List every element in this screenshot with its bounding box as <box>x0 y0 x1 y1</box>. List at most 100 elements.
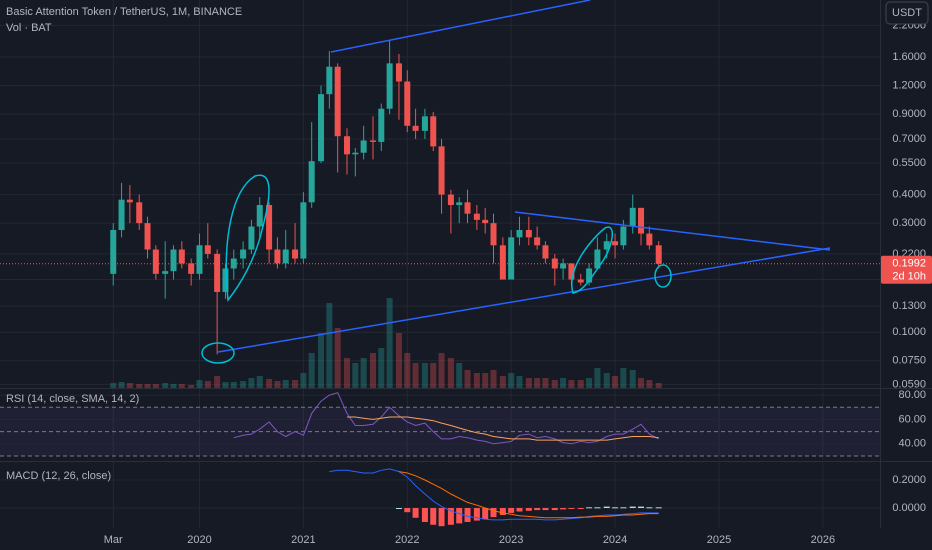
histogram-bar <box>551 508 558 511</box>
y-tick-label: 0.1300 <box>892 300 926 312</box>
candle-body <box>568 263 575 280</box>
volume-bar <box>378 348 385 388</box>
volume-bar <box>240 381 247 388</box>
candle-body <box>248 226 255 250</box>
candle-body <box>542 245 549 259</box>
volume-bar <box>430 363 437 388</box>
candle-body <box>300 202 307 259</box>
candle-body <box>144 223 151 250</box>
volume-bar <box>292 380 299 388</box>
candle-body <box>204 245 211 254</box>
candle-body <box>534 237 541 246</box>
circle-annotation <box>201 342 235 364</box>
candle-body <box>404 81 411 126</box>
histogram-bar <box>542 508 549 511</box>
candle-body <box>646 233 653 246</box>
candle-body <box>395 63 402 82</box>
panes <box>0 0 932 528</box>
x-tick-label: 2022 <box>395 534 419 546</box>
volume-bar <box>344 358 351 388</box>
band-fill <box>0 407 880 456</box>
candle-body <box>638 207 645 234</box>
candle-body <box>214 253 221 292</box>
volume-bar <box>352 363 359 388</box>
candle-body <box>655 245 662 264</box>
volume-bar <box>395 333 402 388</box>
volume-bar <box>152 384 159 388</box>
volume-bar <box>170 384 177 388</box>
histogram-bar <box>430 508 437 525</box>
x-tick-label: 2026 <box>811 534 835 546</box>
y-tick-label: 40.00 <box>898 438 926 450</box>
candle-body <box>412 125 419 131</box>
histogram-bar <box>577 508 584 510</box>
volume-bar <box>334 328 341 388</box>
volume-bar <box>118 382 125 388</box>
candle-body <box>292 249 299 259</box>
candle-body <box>430 116 437 147</box>
candle-body <box>162 271 169 274</box>
volume-bar <box>412 363 419 388</box>
volume-bar <box>525 378 532 388</box>
candle-body <box>421 116 428 131</box>
volume-bar <box>421 363 428 388</box>
volume-bar <box>508 373 515 388</box>
trend-line <box>217 247 831 353</box>
candle-body <box>612 241 619 246</box>
histogram-bar <box>404 508 411 513</box>
volume-bar <box>274 381 281 388</box>
series-line <box>329 468 659 521</box>
volume-bar <box>551 380 558 388</box>
trend-line <box>514 211 831 251</box>
volume-bar <box>144 384 151 388</box>
candle-body <box>378 108 385 142</box>
histogram-bar <box>655 507 662 509</box>
histogram-bar <box>568 508 575 510</box>
volume-bar <box>318 333 325 388</box>
x-tick-label: 2024 <box>603 534 627 546</box>
candle-body <box>256 205 263 227</box>
candle-body <box>560 263 567 269</box>
volume-bar <box>196 380 203 388</box>
last-price-label: 0.1992 <box>892 258 926 270</box>
histogram-bar <box>395 508 402 510</box>
volume-bar <box>568 380 575 388</box>
candle-body <box>499 245 506 280</box>
last-price-box <box>881 255 932 284</box>
histogram-bar <box>534 508 541 511</box>
candle-body <box>438 146 445 195</box>
volume-bar <box>534 378 541 388</box>
histogram-bar <box>560 508 567 510</box>
candle-body <box>230 258 237 269</box>
candle-body <box>508 237 515 280</box>
y-tick-label: 0.4000 <box>892 188 926 200</box>
volume-bar <box>586 378 593 388</box>
candle-body <box>577 279 584 283</box>
volume-bar <box>136 384 143 388</box>
volume-bar <box>266 379 273 388</box>
candle-body <box>456 202 463 206</box>
histogram-bar <box>586 507 593 509</box>
loop-annotation <box>225 174 270 302</box>
volume-bar <box>655 383 662 388</box>
candle-body <box>118 199 125 230</box>
volume-bar <box>646 380 653 388</box>
histogram-bar <box>516 508 523 512</box>
volume-bar <box>577 380 584 388</box>
volume-bar <box>464 370 471 388</box>
x-tick-label: 2020 <box>187 534 211 546</box>
y-tick-label: 0.7000 <box>892 133 926 145</box>
candle-body <box>516 229 523 238</box>
candle-body <box>126 199 133 203</box>
series-line <box>398 471 659 519</box>
y-tick-label: 60.00 <box>898 413 926 425</box>
volume-bar <box>204 381 211 388</box>
currency-button[interactable] <box>885 1 929 25</box>
candle-body <box>490 223 497 246</box>
currency-label[interactable]: USDT <box>892 7 922 19</box>
volume-bar <box>629 370 636 388</box>
histogram-bar <box>464 508 471 522</box>
candle-body <box>473 213 480 220</box>
volume-bar <box>482 373 489 388</box>
